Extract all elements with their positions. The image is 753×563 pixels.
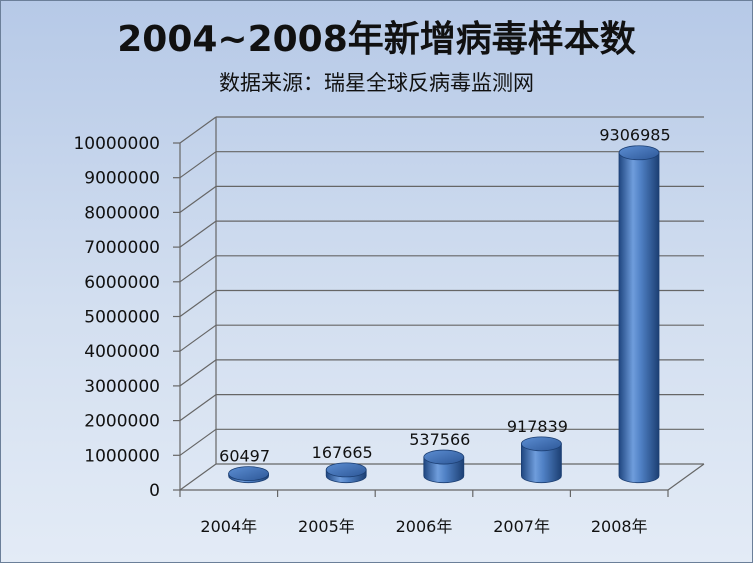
bar-top (618, 145, 660, 161)
y-tick-label: 8000000 (84, 203, 160, 223)
gridline-depth (179, 394, 217, 422)
data-label: 917839 (507, 417, 568, 436)
gridline-depth (179, 116, 217, 144)
x-tick-label: 2004年 (200, 517, 257, 536)
data-label: 167665 (312, 443, 373, 462)
y-tick-label: 4000000 (84, 342, 160, 362)
floor-right-edge (667, 463, 705, 491)
x-tick-label: 2006年 (396, 517, 453, 536)
bars-layer (228, 145, 660, 484)
gridline-depth (179, 185, 217, 213)
bar-2004年 (228, 466, 270, 484)
gridline-depth (179, 324, 217, 352)
y-tick-label: 1000000 (84, 446, 160, 466)
gridline-depth (179, 220, 217, 248)
x-tick-label: 2008年 (591, 517, 648, 536)
labels-layer: 60497 2004年 167665 2005年 537566 2006年 917839 20… (200, 126, 670, 536)
bar-top (423, 449, 465, 465)
bar-top (521, 436, 562, 452)
y-tick-label: 6000000 (84, 273, 160, 293)
y-tick-label: 2000000 (84, 412, 160, 432)
chart-subtitle: 数据来源：瑞星全球反病毒监测网 (219, 71, 534, 95)
bar-2006年 (423, 449, 465, 484)
y-tick-label: 3000000 (84, 377, 160, 397)
bar-body (618, 152, 660, 484)
bar-top (228, 466, 270, 482)
bar-2005年 (325, 462, 367, 484)
x-tick-label: 2005年 (298, 517, 355, 536)
chart-title: 2004~2008年新增病毒样本数 (117, 19, 636, 60)
y-tick-label: 5000000 (84, 308, 160, 328)
x-tick-label: 2007年 (493, 517, 550, 536)
bar-2007年 (521, 436, 562, 484)
data-label: 60497 (219, 447, 270, 466)
data-label: 9306985 (599, 126, 670, 145)
gridline-depth (179, 428, 217, 456)
data-label: 537566 (409, 430, 470, 449)
y-tick-label: 10000000 (73, 134, 160, 154)
y-tick-label: 0 (149, 481, 160, 501)
bar-2008年 (618, 145, 660, 484)
gridline-depth (179, 290, 217, 317)
y-tick-label: 7000000 (84, 238, 160, 258)
gridline-depth (179, 359, 217, 387)
axes-layer: 0 1000000 2000000 3000000 4000000 5000000 6000… (73, 116, 705, 501)
gridline-depth (179, 255, 217, 283)
bar-top (325, 462, 367, 478)
y-tick-label: 9000000 (84, 169, 160, 189)
bar-body (521, 443, 562, 484)
gridline-depth (179, 463, 217, 491)
gridline-depth (179, 151, 217, 179)
